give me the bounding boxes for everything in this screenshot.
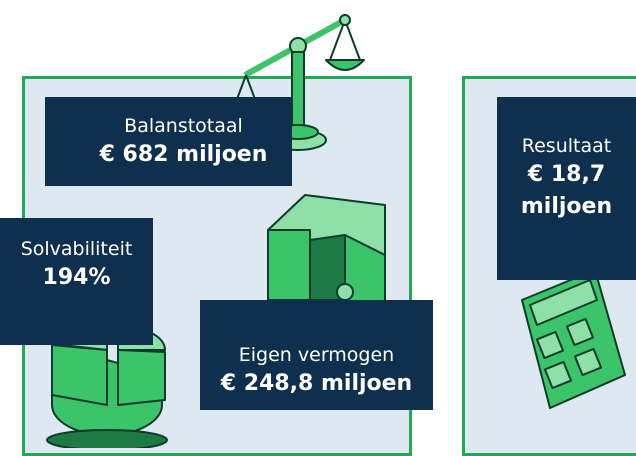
- page: {"panels": [ {"label": "Balanstotaal", "…: [0, 0, 636, 448]
- balanstotaal-box: Balanstotaal € 682 miljoen: [45, 97, 292, 186]
- resultaat-box: Resultaat € 18,7 miljoen: [497, 97, 636, 280]
- solvabiliteit-box: Solvabiliteit 194%: [0, 218, 153, 345]
- label: Balanstotaal: [124, 113, 243, 139]
- label: Resultaat: [522, 133, 611, 159]
- eigen-vermogen-box: Eigen vermogen € 248,8 miljoen: [200, 300, 433, 410]
- value: € 248,8 miljoen: [221, 368, 412, 400]
- value: € 682 miljoen: [100, 139, 268, 171]
- label: Eigen vermogen: [239, 342, 394, 368]
- calculator-icon: [522, 270, 625, 408]
- value: € 18,7 miljoen: [497, 159, 636, 223]
- value: 194%: [43, 262, 111, 294]
- label: Solvabiliteit: [21, 236, 133, 262]
